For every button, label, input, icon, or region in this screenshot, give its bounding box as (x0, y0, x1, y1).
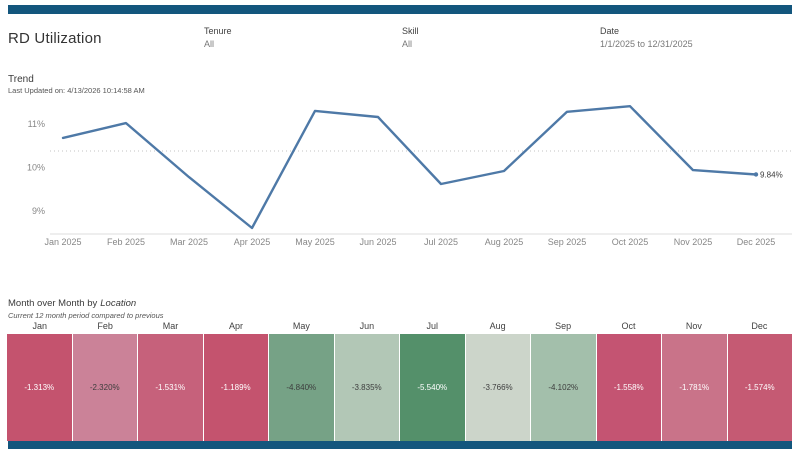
mom-month-label: Jul (426, 321, 438, 331)
heatmap-cell-jul[interactable]: -5.540% (400, 334, 465, 441)
x-axis-tick-label: Jun 2025 (359, 237, 396, 247)
mom-month-label: Dec (751, 321, 768, 331)
heatmap-cell-apr[interactable]: -1.189% (203, 334, 268, 441)
mom-section-title: Month over Month by Location (8, 298, 136, 309)
bottom-accent-bar (8, 441, 792, 449)
x-axis-tick-label: Oct 2025 (612, 237, 649, 247)
mom-month-label: Apr (228, 321, 243, 331)
heatmap-cell-dec[interactable]: -1.574% (727, 334, 792, 441)
x-axis-tick-label: Nov 2025 (674, 237, 713, 247)
y-axis-tick-label: 9% (32, 206, 45, 216)
y-axis-tick-label: 10% (27, 163, 45, 173)
heatmap-cell-feb[interactable]: -2.320% (72, 334, 137, 441)
x-axis-tick-label: Aug 2025 (485, 237, 524, 247)
filter-tenure[interactable]: Tenure All (204, 26, 384, 49)
x-axis-tick-label: Jul 2025 (424, 237, 458, 247)
x-axis-tick-label: Dec 2025 (737, 237, 776, 247)
mom-month-label: Aug (489, 321, 506, 331)
mom-month-label: Feb (97, 321, 113, 331)
x-axis-tick-label: Jan 2025 (44, 237, 81, 247)
filter-date-label: Date (600, 26, 620, 36)
x-axis-tick-label: Mar 2025 (170, 237, 208, 247)
heatmap-cell-oct[interactable]: -1.558% (596, 334, 661, 441)
filter-tenure-value[interactable]: All (204, 39, 215, 49)
x-axis-tick-label: Feb 2025 (107, 237, 145, 247)
trend-line-chart[interactable]: 11% 10% 9% Jan 2025 Feb 2025 Mar 2025 Apr 2025… (0, 94, 800, 254)
heatmap-cell-aug[interactable]: -3.766% (465, 334, 530, 441)
x-axis-tick-label: Sep 2025 (548, 237, 587, 247)
mom-month-label: Sep (555, 321, 572, 331)
filter-skill[interactable]: Skill All (402, 26, 582, 49)
page-title: RD Utilization (8, 30, 102, 47)
mom-month-label: Nov (685, 321, 702, 331)
mom-month-label: Oct (621, 321, 636, 331)
end-point-value-label: 9.84% (760, 170, 783, 179)
mom-month-label: Mar (162, 321, 179, 331)
top-accent-bar (8, 5, 792, 14)
mom-title-prefix: Month over Month by (8, 298, 98, 309)
trend-line-series[interactable] (61, 104, 758, 230)
trend-last-updated: Last Updated on: 4/13/2026 10:14:58 AM (8, 86, 145, 95)
filter-tenure-label: Tenure (204, 26, 232, 36)
mom-subtitle: Current 12 month period compared to prev… (8, 311, 164, 320)
heatmap-cell-jan[interactable]: -1.313% (7, 334, 72, 441)
y-axis-tick-label: 11% (28, 119, 45, 129)
mom-month-label: Jun (359, 321, 375, 331)
trend-section-title: Trend (8, 74, 34, 85)
filter-skill-value[interactable]: All (402, 39, 413, 49)
x-axis-tick-label: Apr 2025 (234, 237, 271, 247)
x-axis-tick-label: May 2025 (295, 237, 335, 247)
heatmap-cell-mar[interactable]: -1.531% (138, 334, 203, 441)
filter-date[interactable]: Date 1/1/2025 to 12/31/2025 (600, 26, 780, 49)
heatmap-cell-sep[interactable]: -4.102% (531, 334, 596, 441)
filter-date-value[interactable]: 1/1/2025 to 12/31/2025 (600, 39, 693, 49)
mom-title-emphasis: Location (100, 298, 137, 309)
mom-heatmap: -1.313% -2.320% -1.531% -1.189% -4.840% -3.83… (7, 334, 792, 441)
mom-month-label: Jan (32, 321, 47, 331)
heatmap-cell-nov[interactable]: -1.781% (662, 334, 727, 441)
mom-month-header-row: Jan Feb Mar Apr May Jun Jul Aug Sep Oct Nov Dec (7, 321, 792, 332)
mom-month-label: May (292, 321, 310, 331)
heatmap-cell-jun[interactable]: -3.835% (334, 334, 399, 441)
filter-skill-label: Skill (402, 26, 419, 36)
heatmap-cell-may[interactable]: -4.840% (269, 334, 334, 441)
end-point-marker[interactable] (753, 172, 759, 177)
